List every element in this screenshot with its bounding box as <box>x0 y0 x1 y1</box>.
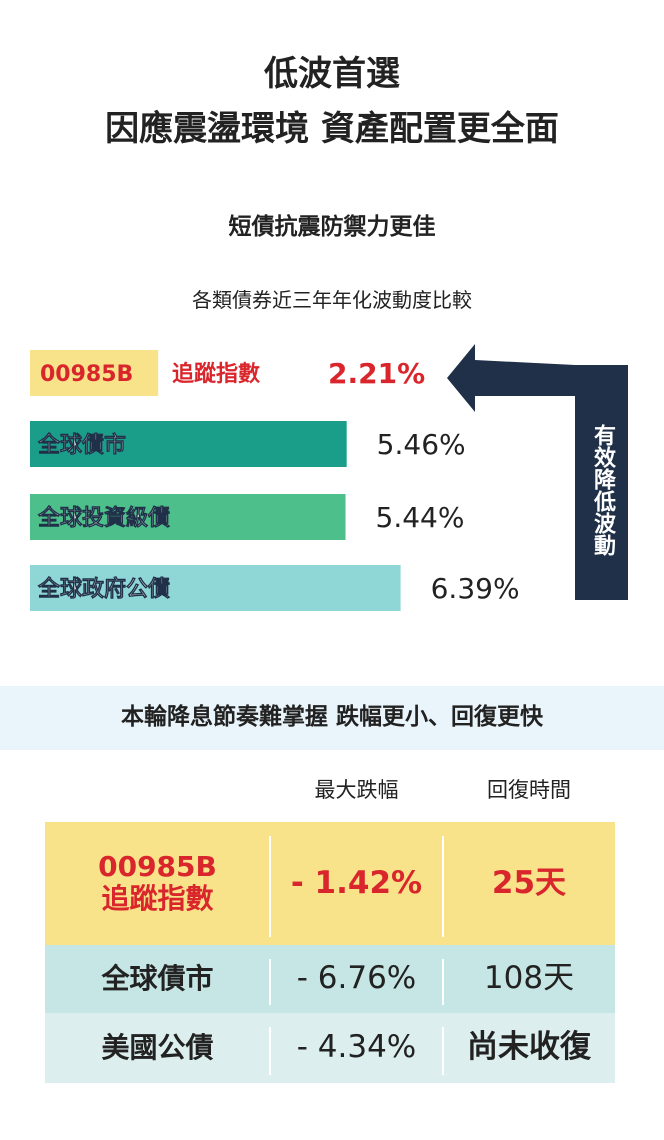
table-cell: 尚未收復 <box>467 1029 591 1066</box>
bar <box>30 494 346 540</box>
table-cell: 美國公債 <box>101 1030 214 1064</box>
table-row <box>45 1013 615 1083</box>
table-cell: - 1.42% <box>290 864 423 901</box>
table-cell: 25天 <box>491 864 567 901</box>
table-cell: 全球債市 <box>101 961 214 995</box>
table-row <box>45 822 615 945</box>
table-title: 本輪降息節奏難掌握 跌幅更小、回復更快 <box>120 704 543 730</box>
value-label: 5.44% <box>376 501 465 534</box>
highlight-code: 00985B <box>40 362 133 387</box>
category-label: 全球投資級債 <box>37 505 170 531</box>
annotation: 有效降低波動 <box>590 424 615 556</box>
table-cell: 108天 <box>483 960 575 997</box>
category-label: 全球債市 <box>37 432 126 458</box>
value-label: 6.39% <box>431 572 520 605</box>
column-header: 最大跌幅 <box>314 778 399 802</box>
bar <box>30 565 401 611</box>
chart-title: 短債抗震防禦力更佳 <box>228 214 436 240</box>
value-label: 5.46% <box>377 428 466 461</box>
table-cell: - 4.34% <box>296 1029 417 1066</box>
banner <box>0 686 664 750</box>
table-cell: 00985B 追蹤指數 <box>98 850 217 916</box>
table-cell: - 6.76% <box>296 960 417 997</box>
category-label: 全球政府公債 <box>37 576 170 602</box>
bar <box>30 421 347 467</box>
chart-subtitle: 各類債券近三年年化波動度比較 <box>192 288 472 312</box>
arrow <box>447 344 628 600</box>
column-header: 回復時間 <box>487 778 571 802</box>
bar <box>30 350 159 396</box>
category-label: 追蹤指數 <box>172 361 260 387</box>
title: 因應震盪環境 資產配置更全面 <box>105 109 559 149</box>
table-row <box>45 945 615 1013</box>
value-label: 2.21% <box>328 357 425 390</box>
title: 低波首選 <box>264 54 400 94</box>
